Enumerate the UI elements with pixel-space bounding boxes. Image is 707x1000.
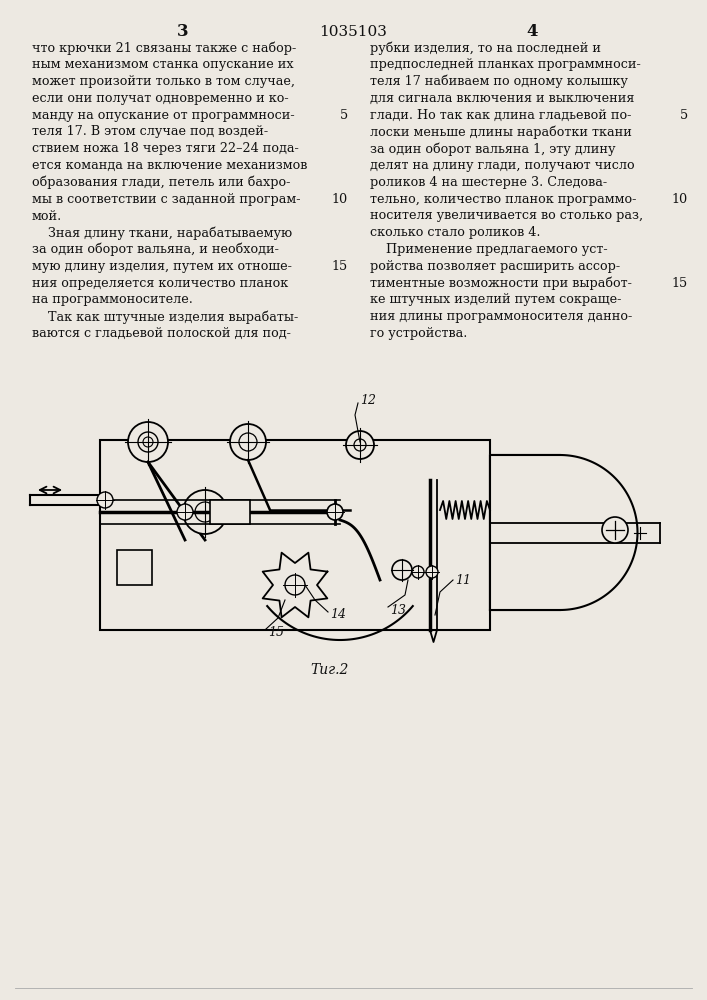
Text: носителя увеличивается во столько раз,: носителя увеличивается во столько раз,	[370, 210, 643, 223]
Circle shape	[354, 439, 366, 451]
Text: ния длины программоносителя данно-: ния длины программоносителя данно-	[370, 310, 632, 323]
Text: ствием ножа 18 через тяги 22–24 пода-: ствием ножа 18 через тяги 22–24 пода-	[32, 142, 299, 155]
Polygon shape	[490, 455, 638, 610]
Text: теля 17. В этом случае под воздей-: теля 17. В этом случае под воздей-	[32, 125, 268, 138]
Text: тиментные возможности при выработ-: тиментные возможности при выработ-	[370, 276, 632, 290]
Text: ройства позволяет расширить ассор-: ройства позволяет расширить ассор-	[370, 260, 620, 273]
Circle shape	[128, 422, 168, 462]
Bar	[210, 500, 250, 524]
Text: за один оборот вальяна, и необходи-: за один оборот вальяна, и необходи-	[32, 243, 279, 256]
Circle shape	[392, 560, 412, 580]
Text: что крючки 21 связаны также с набор-: что крючки 21 связаны также с набор-	[32, 41, 296, 55]
Text: ке штучных изделий путем сокраще-: ке штучных изделий путем сокраще-	[370, 294, 621, 306]
Circle shape	[183, 490, 227, 534]
Text: манду на опускание от программноси-: манду на опускание от программноси-	[32, 109, 295, 122]
Circle shape	[195, 502, 215, 522]
Circle shape	[138, 432, 158, 452]
Circle shape	[230, 424, 266, 460]
Text: лоски меньше длины наработки ткани: лоски меньше длины наработки ткани	[370, 125, 632, 139]
Circle shape	[177, 504, 193, 520]
Text: предпоследней планках программноси-: предпоследней планках программноси-	[370, 58, 641, 71]
Text: ется команда на включение механизмов: ется команда на включение механизмов	[32, 159, 308, 172]
Text: 5: 5	[340, 109, 348, 122]
Text: Применение предлагаемого уст-: Применение предлагаемого уст-	[370, 243, 607, 256]
Text: 5: 5	[679, 109, 688, 122]
Text: 13: 13	[390, 603, 406, 616]
Text: для сигнала включения и выключения: для сигнала включения и выключения	[370, 92, 634, 105]
Circle shape	[97, 492, 113, 508]
Circle shape	[327, 504, 343, 520]
Text: 11: 11	[455, 574, 471, 586]
Text: делят на длину глади, получают число: делят на длину глади, получают число	[370, 159, 635, 172]
Text: образования глади, петель или бахро-: образования глади, петель или бахро-	[32, 176, 291, 189]
Text: 15: 15	[268, 626, 284, 639]
Text: роликов 4 на шестерне 3. Следова-: роликов 4 на шестерне 3. Следова-	[370, 176, 607, 189]
Circle shape	[412, 566, 424, 578]
Circle shape	[346, 431, 374, 459]
Text: 10: 10	[332, 193, 348, 206]
Bar	[100, 440, 490, 630]
Text: теля 17 набиваем по одному колышку: теля 17 набиваем по одному колышку	[370, 75, 628, 88]
Bar	[490, 455, 560, 610]
Text: Τиг.2: Τиг.2	[310, 663, 349, 677]
Text: 1035103: 1035103	[319, 25, 387, 39]
Text: 3: 3	[177, 23, 189, 40]
Polygon shape	[263, 553, 327, 617]
Text: Так как штучные изделия вырабаты-: Так как штучные изделия вырабаты-	[32, 310, 298, 324]
Circle shape	[239, 433, 257, 451]
Text: Зная длину ткани, нарабатываемую: Зная длину ткани, нарабатываемую	[32, 226, 292, 240]
Circle shape	[143, 437, 153, 447]
Text: на программоносителе.: на программоносителе.	[32, 294, 193, 306]
Circle shape	[426, 566, 438, 578]
Text: ния определяется количество планок: ния определяется количество планок	[32, 277, 288, 290]
Text: тельно, количество планок программо-: тельно, количество планок программо-	[370, 193, 636, 206]
Text: 14: 14	[330, 608, 346, 621]
Text: 10: 10	[672, 193, 688, 206]
Text: го устройства.: го устройства.	[370, 327, 467, 340]
Text: глади. Но так как длина гладьевой по-: глади. Но так как длина гладьевой по-	[370, 109, 631, 122]
Text: сколько стало роликов 4.: сколько стало роликов 4.	[370, 226, 540, 239]
Text: может произойти только в том случае,: может произойти только в том случае,	[32, 75, 295, 88]
Text: 4: 4	[526, 23, 538, 40]
Circle shape	[602, 517, 628, 543]
Text: ваются с гладьевой полоской для под-: ваются с гладьевой полоской для под-	[32, 327, 291, 340]
Text: за один оборот вальяна 1, эту длину: за один оборот вальяна 1, эту длину	[370, 142, 616, 156]
Text: мую длину изделия, путем их отноше-: мую длину изделия, путем их отноше-	[32, 260, 292, 273]
Text: рубки изделия, то на последней и: рубки изделия, то на последней и	[370, 41, 601, 55]
Text: 15: 15	[672, 277, 688, 290]
Bar	[117, 550, 152, 585]
Circle shape	[285, 575, 305, 595]
Text: ным механизмом станка опускание их: ным механизмом станка опускание их	[32, 58, 293, 71]
Text: 12: 12	[360, 393, 376, 406]
Text: 15: 15	[332, 260, 348, 273]
Text: мы в соответствии с заданной програм-: мы в соответствии с заданной програм-	[32, 193, 300, 206]
Text: мой.: мой.	[32, 210, 62, 223]
Text: если они получат одновременно и ко-: если они получат одновременно и ко-	[32, 92, 288, 105]
